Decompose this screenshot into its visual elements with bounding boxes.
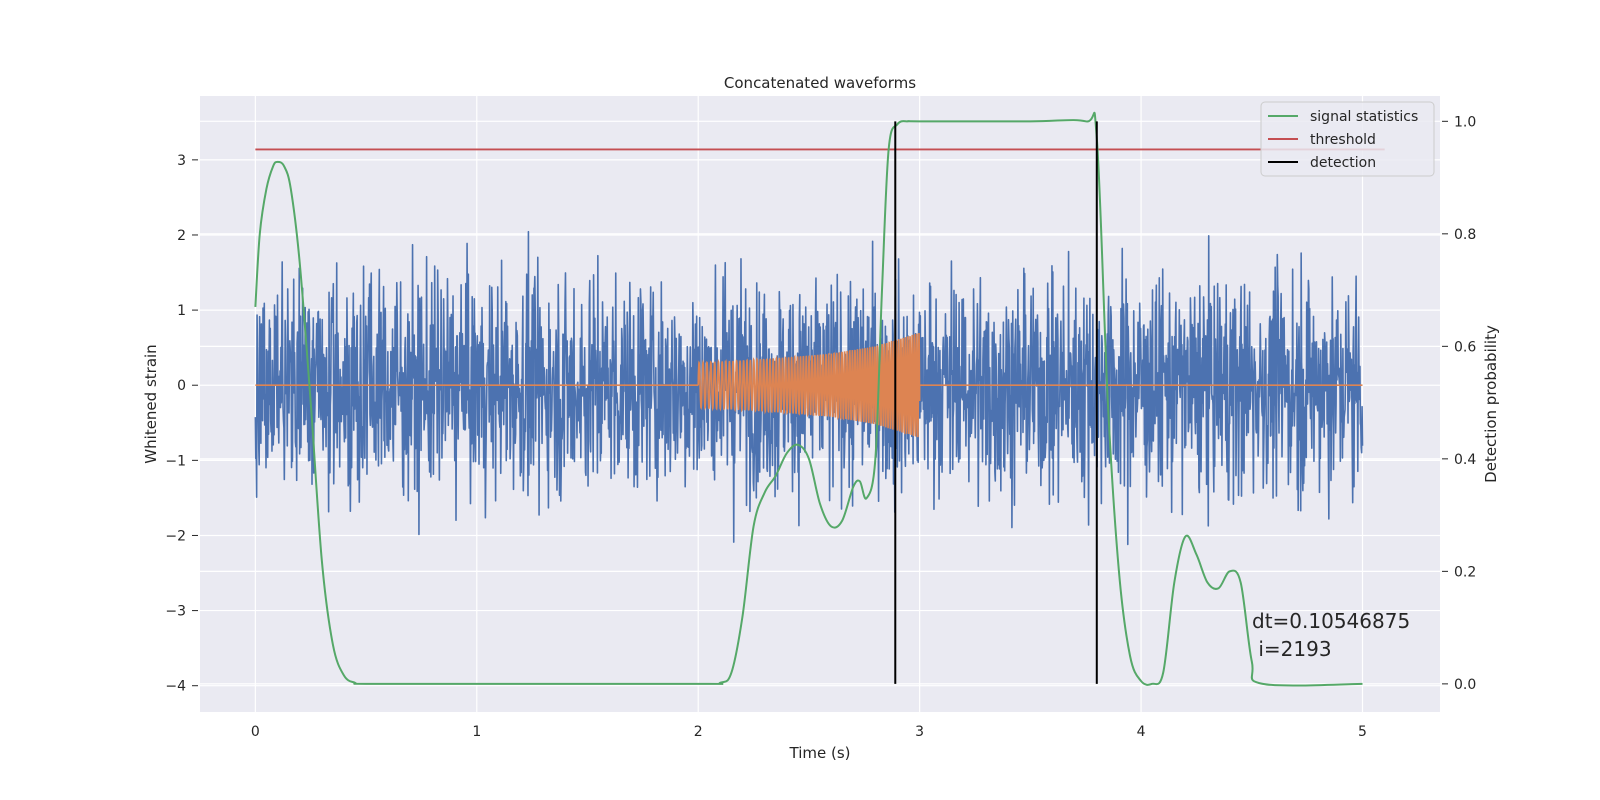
signal-statistics-line [254,111,1363,687]
annotation: dt=0.10546875 i=2193 [1252,609,1410,661]
x-tick-label: 1 [472,724,481,740]
series-layer [254,111,1385,687]
y2-tick-label: 0.2 [1454,564,1476,580]
chart-title: Concatenated waveforms [724,74,916,92]
legend-label-threshold: threshold [1310,132,1376,148]
x-axis-label: Time (s) [789,744,851,762]
annotation-i: i=2193 [1252,637,1332,661]
annotation-dt: dt=0.10546875 [1252,609,1410,633]
y2-tick-labels: 0.0 0.2 0.4 0.6 0.8 1.0 [1442,114,1476,693]
x-tick-label: 2 [694,724,703,740]
y2-tick-label: 1.0 [1454,114,1476,130]
x-tick-label: 0 [251,724,260,740]
y-tick-label: −3 [165,604,186,620]
y2-tick-label: 0.8 [1454,227,1476,243]
legend-box [1260,101,1435,177]
y-tick-labels: −4 −3 −2 −1 0 1 2 3 [165,153,198,695]
y-tick-label: 1 [177,303,186,319]
y-tick-label: 0 [177,378,186,394]
y-axis-label: Whitened strain [142,344,160,463]
x-tick-labels: 0 1 2 3 4 5 [251,724,1367,740]
x-tick-label: 4 [1137,724,1146,740]
y-tick-label: −2 [165,528,186,544]
legend-label-signal-statistics: signal statistics [1310,109,1418,125]
legend-label-detection: detection [1310,155,1376,171]
x-tick-label: 5 [1358,724,1367,740]
legend: signal statistics threshold detection [1260,101,1435,177]
x-tick-label: 3 [915,724,924,740]
y2-tick-label: 0.4 [1454,452,1476,468]
y2-tick-label: 0.0 [1454,677,1476,693]
y-tick-label: −1 [165,453,186,469]
y2-axis-label: Detection probability [1482,325,1500,483]
y2-tick-label: 0.6 [1454,339,1476,355]
waveform-line [255,332,1363,438]
y-tick-label: 2 [177,228,186,244]
y-tick-label: 3 [177,153,186,169]
y-tick-label: −4 [165,679,186,695]
